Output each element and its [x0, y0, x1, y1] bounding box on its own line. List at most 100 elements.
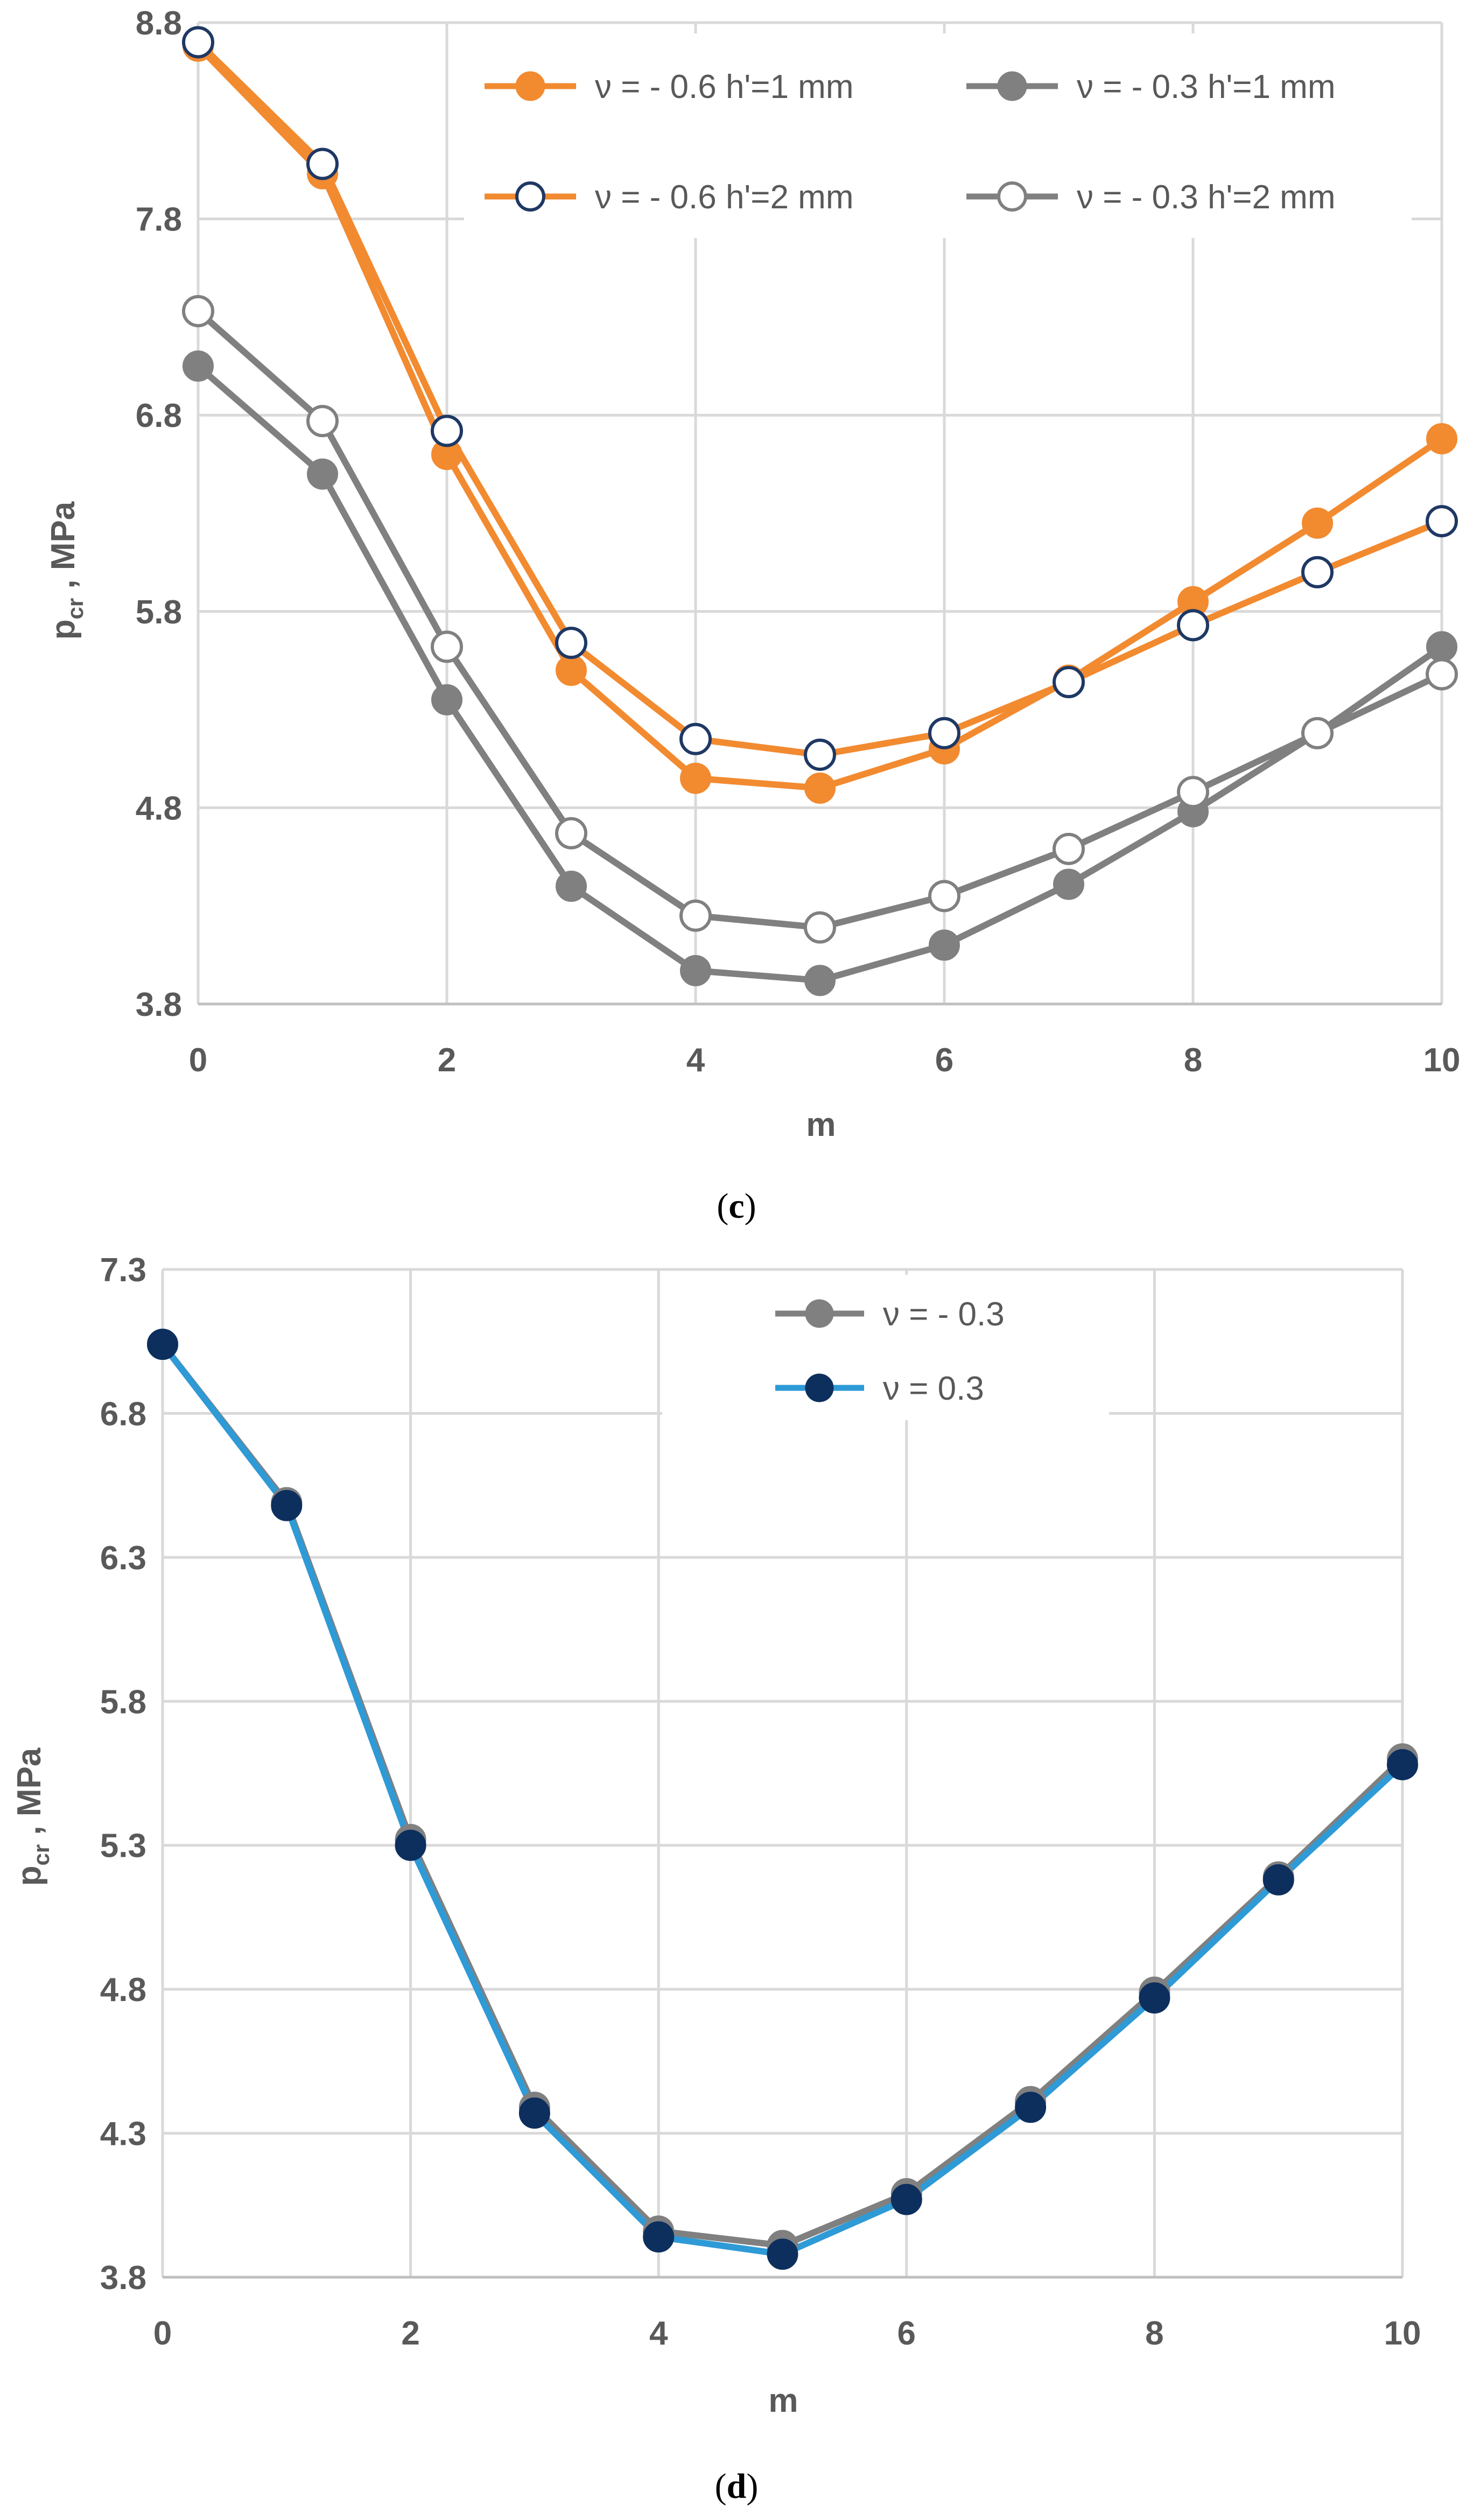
- chart-c-x-tick-labels: 0 2 4 6 8 10: [189, 1042, 1461, 1079]
- chart-c-y-tick-labels: 3.8 4.8 5.8 6.8 7.8 8.8: [136, 5, 182, 1023]
- x-tick-label: 4: [649, 2315, 668, 2352]
- legend-entry[interactable]: ν = - 0.3 h'=2 mm: [966, 179, 1335, 216]
- series-line: [159, 1341, 1406, 2249]
- legend-entry[interactable]: ν = - 0.6 h'=2 mm: [485, 179, 853, 216]
- data-point[interactable]: [1053, 666, 1085, 699]
- x-tick-label: 10: [1384, 2315, 1421, 2352]
- data-point[interactable]: [928, 880, 960, 912]
- y-tick-label: 7.8: [136, 201, 182, 238]
- legend-marker-swatch: [515, 71, 545, 101]
- data-point[interactable]: [1053, 832, 1085, 865]
- legend-entry[interactable]: ν = - 0.3: [775, 1296, 1005, 1333]
- data-point[interactable]: [928, 717, 960, 749]
- legend-entry[interactable]: ν = - 0.3 h'=1 mm: [966, 68, 1335, 106]
- data-point[interactable]: [1302, 507, 1333, 539]
- data-point[interactable]: [804, 772, 836, 804]
- x-tick-label: 8: [1145, 2315, 1163, 2352]
- data-point[interactable]: [1139, 1982, 1170, 2014]
- data-point[interactable]: [679, 899, 712, 932]
- y-tick-label: 4.3: [100, 2116, 146, 2153]
- legend-entry[interactable]: ν = - 0.6 h'=1 mm: [485, 68, 853, 106]
- series-line: [195, 308, 1445, 931]
- data-point[interactable]: [680, 955, 711, 987]
- data-point[interactable]: [1426, 658, 1458, 691]
- data-point[interactable]: [767, 2238, 798, 2270]
- chart-d: 3.8 4.3 4.8 5.3 5.8 6.3 6.8 7.3 0 2 4 6 8 10 ν = - 0…: [11, 1252, 1421, 2506]
- data-point[interactable]: [395, 1829, 426, 1861]
- data-point[interactable]: [804, 965, 836, 996]
- data-point[interactable]: [431, 630, 463, 663]
- chart-d-gridlines: [161, 1268, 1404, 2279]
- data-point[interactable]: [1015, 2091, 1047, 2123]
- data-point[interactable]: [804, 911, 836, 944]
- x-tick-label: 0: [189, 1042, 207, 1079]
- chart-d-y-tick-labels: 3.8 4.3 4.8 5.3 5.8 6.3 6.8 7.3: [100, 1252, 146, 2297]
- chart-c-x-axis-title: m: [806, 1106, 836, 1143]
- data-point[interactable]: [431, 415, 463, 447]
- data-point[interactable]: [518, 2097, 550, 2129]
- x-tick-label: 2: [401, 2315, 419, 2352]
- y-tick-label: 5.8: [100, 1683, 146, 1721]
- data-point[interactable]: [1301, 556, 1334, 588]
- legend-label: ν = - 0.3: [883, 1296, 1005, 1333]
- data-point[interactable]: [1262, 1864, 1294, 1896]
- data-point[interactable]: [182, 26, 214, 59]
- legend-entry[interactable]: ν = 0.3: [775, 1370, 984, 1407]
- chart-d-legend-background: [662, 1275, 1109, 1420]
- x-tick-label: 6: [935, 1042, 953, 1079]
- x-tick-label: 2: [438, 1042, 456, 1079]
- data-point[interactable]: [182, 294, 214, 327]
- y-tick-label: 8.8: [136, 5, 182, 42]
- data-point[interactable]: [1301, 717, 1334, 749]
- y-tick-label: 5.3: [100, 1828, 146, 1865]
- y-tick-label: 5.8: [136, 594, 182, 631]
- chart-c-caption: (c): [717, 1187, 756, 1226]
- series-line: [159, 1341, 1406, 2258]
- data-point[interactable]: [1053, 868, 1084, 900]
- data-point[interactable]: [1426, 423, 1457, 454]
- data-point[interactable]: [680, 762, 711, 794]
- data-point[interactable]: [147, 1329, 178, 1360]
- data-point[interactable]: [1426, 505, 1458, 538]
- x-tick-label: 4: [686, 1042, 705, 1079]
- y-tick-label: 4.8: [100, 1971, 146, 2009]
- chart-c-legend-background: [464, 33, 1412, 238]
- y-tick-label: 3.8: [136, 986, 182, 1023]
- chart-d-legend: ν = - 0.3 ν = 0.3: [775, 1296, 1005, 1407]
- data-point[interactable]: [804, 738, 836, 771]
- chart-c: 3.8 4.8 5.8 6.8 7.8 8.8 0 2 4 6 8 10 ν = - 0.6 h'=…: [45, 5, 1460, 1226]
- legend-marker-swatch: [997, 71, 1027, 101]
- y-tick-label: 7.3: [100, 1252, 146, 1289]
- data-point[interactable]: [431, 684, 462, 715]
- data-point[interactable]: [929, 929, 960, 961]
- data-point[interactable]: [556, 871, 587, 902]
- data-point[interactable]: [1177, 609, 1209, 642]
- chart-c-y-axis-title: pcr , MPa: [45, 501, 88, 640]
- x-tick-label: 0: [153, 2315, 172, 2352]
- data-point[interactable]: [679, 722, 712, 755]
- data-point[interactable]: [183, 350, 214, 382]
- legend-marker-swatch: [805, 1299, 834, 1328]
- data-point[interactable]: [556, 655, 587, 686]
- data-point[interactable]: [306, 148, 339, 180]
- y-tick-label: 4.8: [136, 790, 182, 827]
- data-point[interactable]: [555, 817, 587, 850]
- data-point[interactable]: [1426, 631, 1457, 663]
- x-tick-label: 6: [897, 2315, 916, 2352]
- data-point[interactable]: [1177, 776, 1209, 809]
- data-point[interactable]: [1387, 1749, 1418, 1780]
- legend-label: ν = - 0.6 h'=1 mm: [595, 68, 853, 106]
- data-point[interactable]: [555, 627, 587, 659]
- series-line: [195, 363, 1445, 984]
- legend-label: ν = - 0.3 h'=2 mm: [1077, 179, 1335, 216]
- data-point[interactable]: [271, 1490, 303, 1521]
- data-point[interactable]: [890, 2184, 922, 2215]
- legend-marker-swatch: [805, 1373, 834, 1402]
- y-tick-label: 6.8: [136, 397, 182, 434]
- data-point[interactable]: [306, 405, 339, 438]
- chart-d-x-tick-labels: 0 2 4 6 8 10: [153, 2315, 1421, 2352]
- data-point[interactable]: [307, 458, 338, 490]
- legend-label: ν = - 0.3 h'=1 mm: [1077, 68, 1335, 106]
- data-point[interactable]: [643, 2221, 675, 2253]
- legend-marker-swatch: [515, 181, 545, 212]
